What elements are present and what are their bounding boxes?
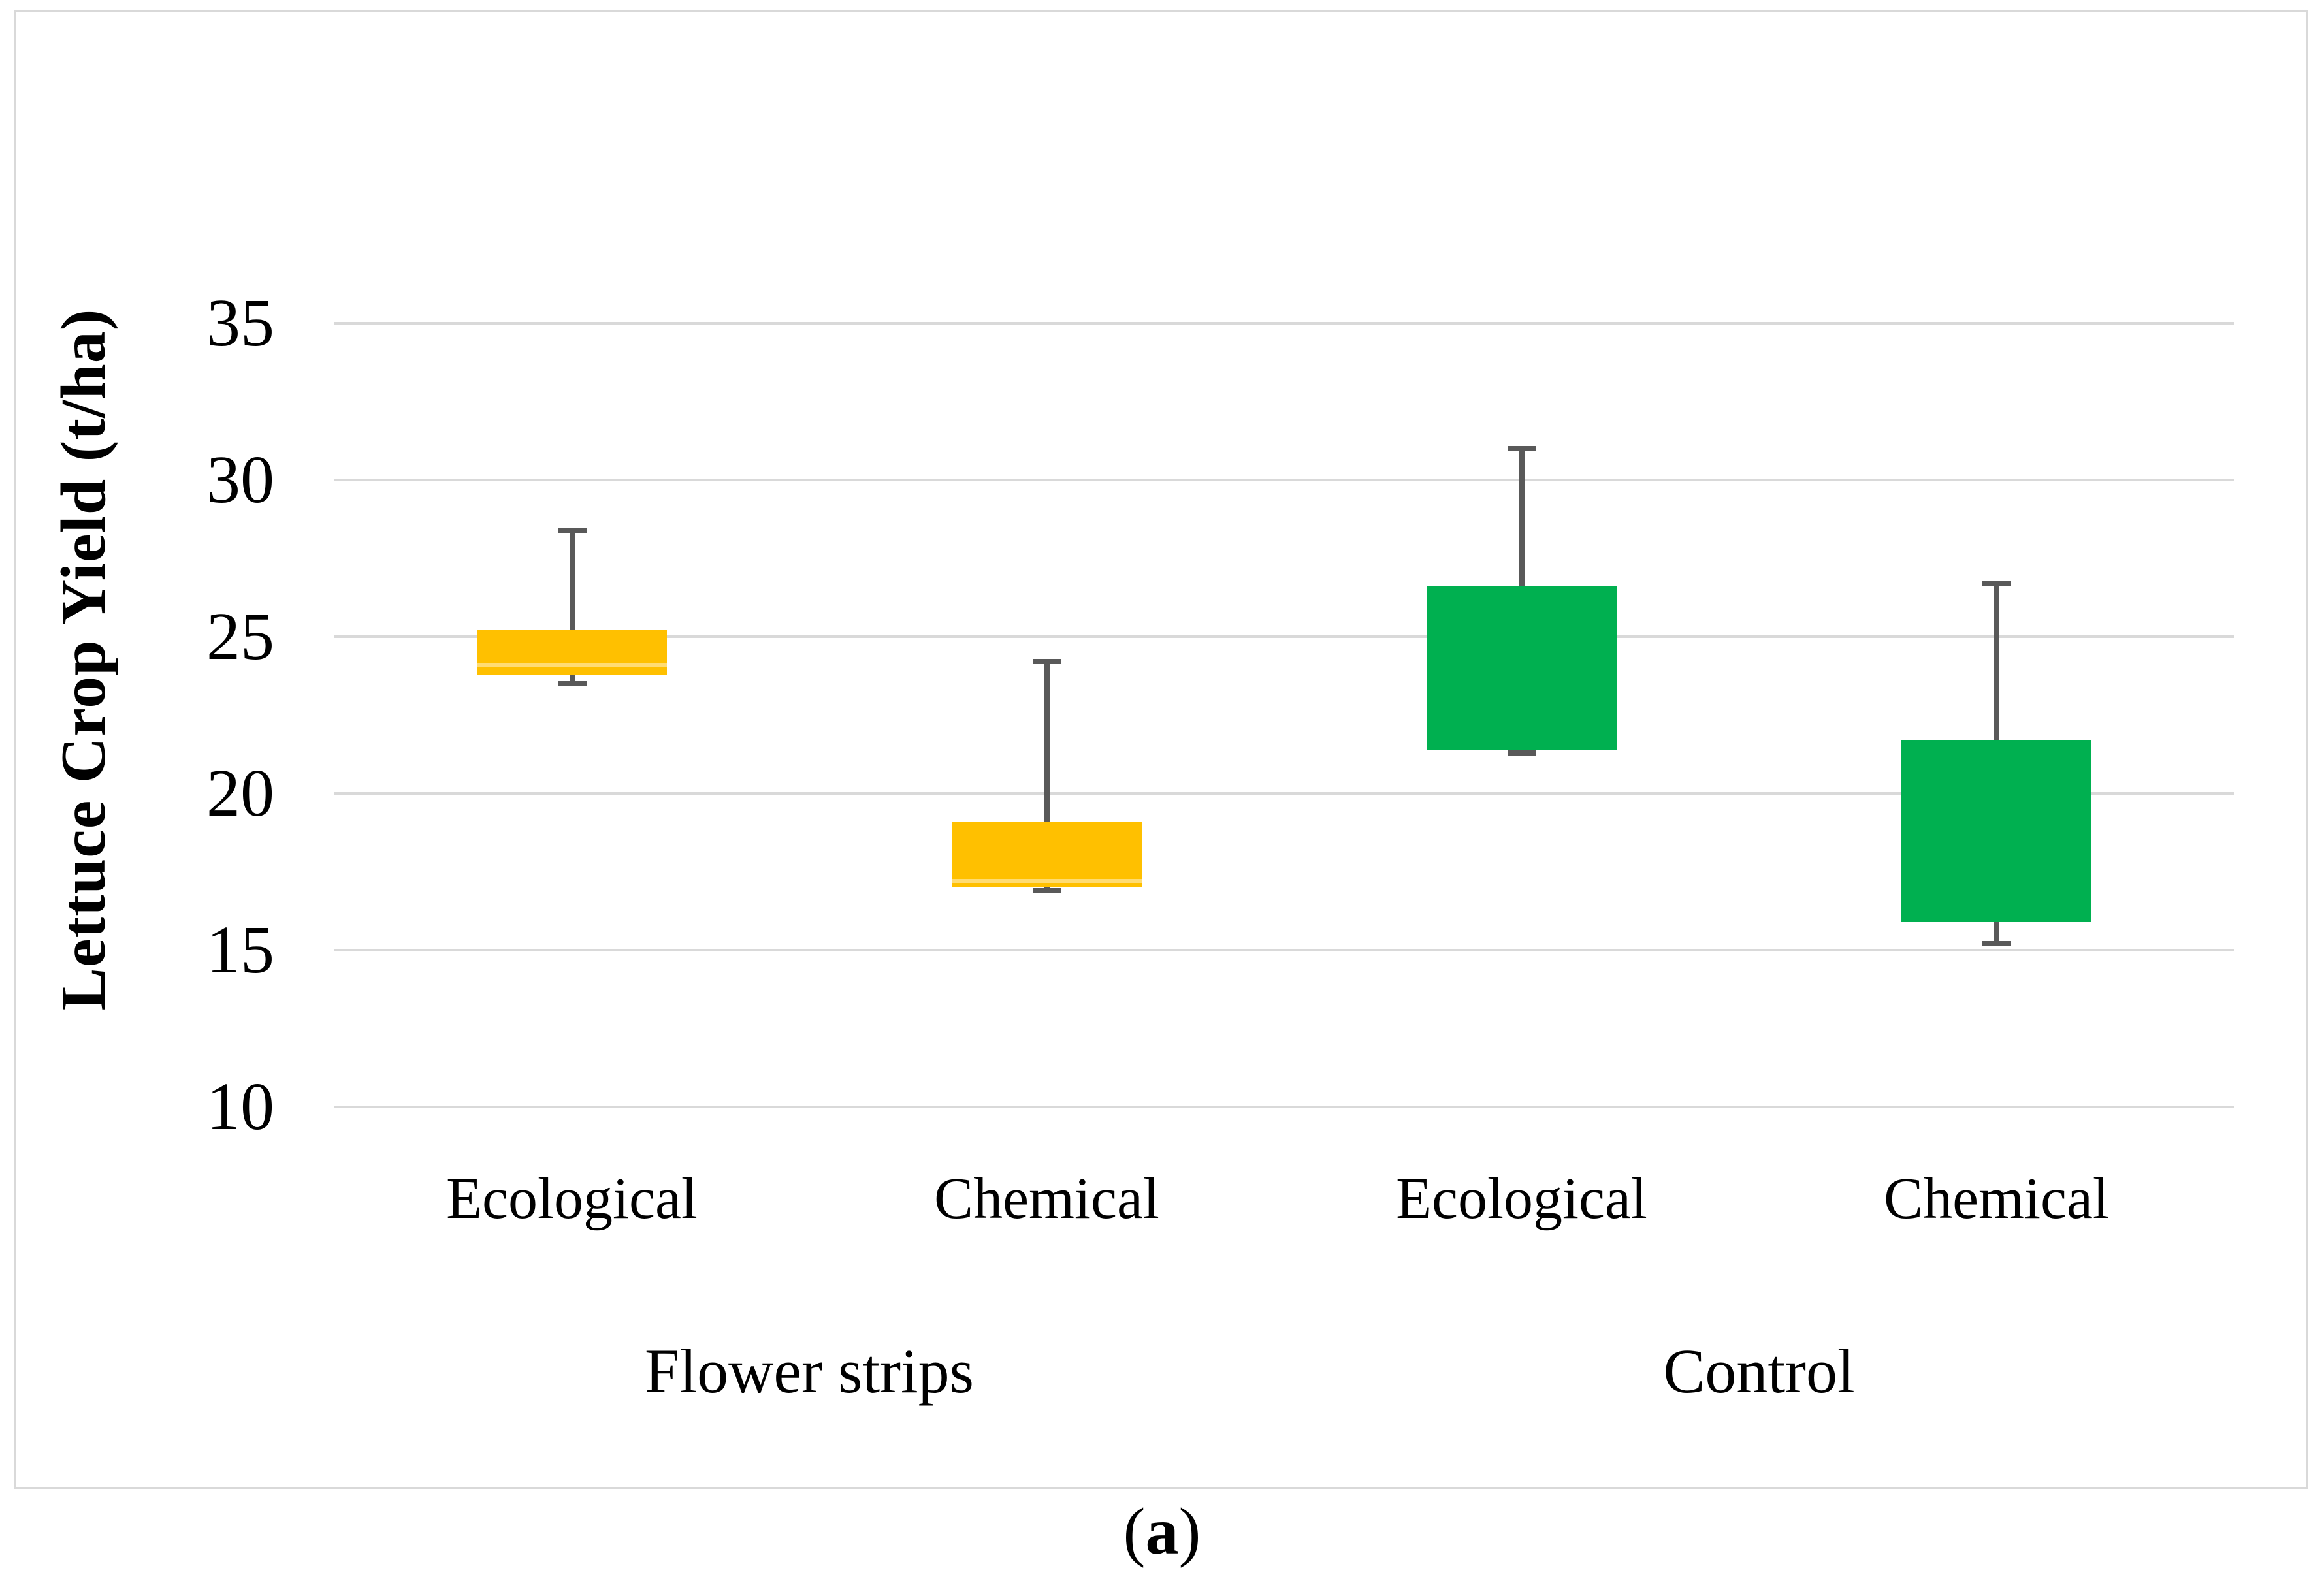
category-label-chemical: Chemical [934, 1166, 1159, 1231]
gridline-y-20 [334, 792, 2234, 795]
whisker-top-line [1519, 449, 1525, 587]
whisker-bottom-cap [557, 681, 587, 686]
whisker-bottom-line [569, 674, 575, 684]
box-control-ecological [1427, 586, 1617, 750]
box-flower-strips-ecological [477, 630, 667, 675]
gridline-y-15 [334, 949, 2234, 951]
gridline-y-10 [334, 1106, 2234, 1108]
group-label-flower-strips: Flower strips [645, 1336, 974, 1406]
median-line [477, 663, 667, 667]
y-tick-label-25: 25 [206, 599, 274, 674]
category-label-chemical: Chemical [1884, 1166, 2109, 1231]
whisker-top-line [569, 530, 575, 631]
gridline-y-35 [334, 322, 2234, 325]
whisker-top-cap [1507, 446, 1536, 451]
caption-close-paren: ) [1178, 1495, 1201, 1569]
caption-open-paren: ( [1123, 1495, 1146, 1569]
y-tick-label-10: 10 [206, 1069, 274, 1144]
whisker-bottom-cap [1507, 750, 1536, 756]
caption-letter: a [1145, 1495, 1179, 1569]
whisker-bottom-line [1993, 921, 1999, 944]
group-label-control: Control [1663, 1336, 1855, 1406]
whisker-top-line [1993, 583, 1999, 741]
gridline-y-30 [334, 479, 2234, 481]
category-label-ecological: Ecological [446, 1166, 698, 1231]
y-tick-label-20: 20 [206, 756, 274, 831]
whisker-bottom-cap [1032, 887, 1061, 893]
whisker-top-cap [557, 527, 587, 533]
whisker-bottom-cap [1982, 941, 2011, 947]
y-tick-label-35: 35 [206, 285, 274, 360]
y-tick-label-30: 30 [206, 442, 274, 517]
whisker-top-line [1044, 662, 1050, 822]
box-control-chemical [1901, 740, 2091, 922]
category-label-ecological: Ecological [1396, 1166, 1647, 1231]
whisker-top-cap [1032, 659, 1061, 665]
box-flower-strips-chemical [952, 822, 1142, 887]
figure-caption: (a) [1123, 1495, 1201, 1569]
y-tick-label-15: 15 [206, 912, 274, 987]
whisker-top-cap [1982, 581, 2011, 586]
gridline-y-25 [334, 635, 2234, 638]
median-line [952, 879, 1142, 884]
